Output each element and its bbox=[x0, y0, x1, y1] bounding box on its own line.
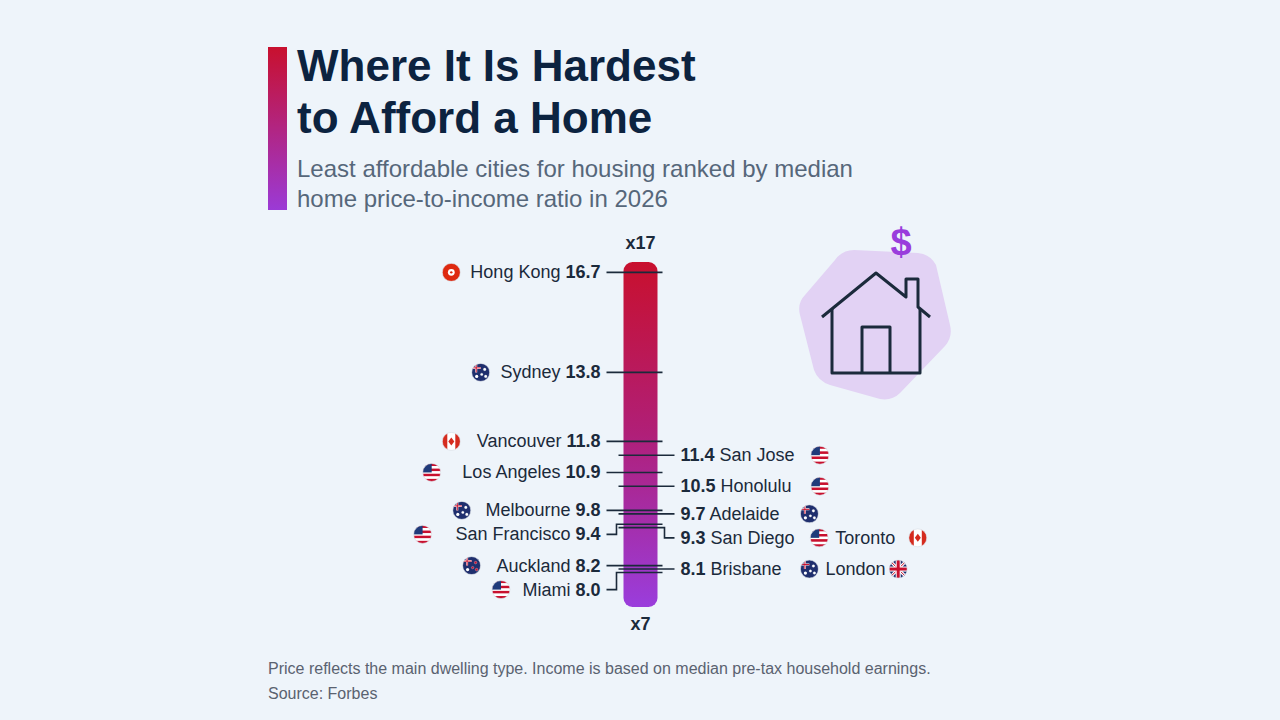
svg-text:Auckland 8.2: Auckland 8.2 bbox=[496, 556, 600, 576]
html-text:Price reflects the main dwelli: Price reflects the main dwelling type. I… bbox=[268, 660, 931, 677]
html-text:Where It Is Hardest to Afford: Where It Is Hardest to Afford a Home bbox=[297, 41, 696, 142]
svg-text:Toronto: Toronto bbox=[835, 528, 895, 548]
svg-text:Melbourne 9.8: Melbourne 9.8 bbox=[485, 500, 600, 520]
svg-text:$: $ bbox=[890, 221, 911, 263]
svg-text:10.5 Honolulu: 10.5 Honolulu bbox=[681, 476, 792, 496]
svg-text:x17: x17 bbox=[625, 233, 655, 253]
svg-text:11.4 San Jose: 11.4 San Jose bbox=[681, 445, 795, 465]
svg-text:Sydney 13.8: Sydney 13.8 bbox=[500, 362, 600, 382]
svg-text:San Francisco 9.4: San Francisco 9.4 bbox=[455, 524, 600, 544]
svg-text:x7: x7 bbox=[630, 614, 650, 634]
svg-text:8.1 Brisbane: 8.1 Brisbane bbox=[681, 559, 782, 579]
html-text:Source: Forbes: Source: Forbes bbox=[268, 685, 378, 702]
html-text:Least affordable cities for ho: Least affordable cities for housing rank… bbox=[297, 155, 853, 212]
svg-text:9.3 San Diego: 9.3 San Diego bbox=[681, 528, 795, 548]
svg-text:Los Angeles 10.9: Los Angeles 10.9 bbox=[462, 462, 600, 482]
svg-text:Vancouver 11.8: Vancouver 11.8 bbox=[477, 431, 601, 451]
svg-text:9.7 Adelaide: 9.7 Adelaide bbox=[681, 504, 780, 524]
svg-text:Hong Kong 16.7: Hong Kong 16.7 bbox=[470, 262, 600, 282]
svg-text:London: London bbox=[825, 559, 885, 579]
svg-text:Miami 8.0: Miami 8.0 bbox=[522, 580, 600, 600]
